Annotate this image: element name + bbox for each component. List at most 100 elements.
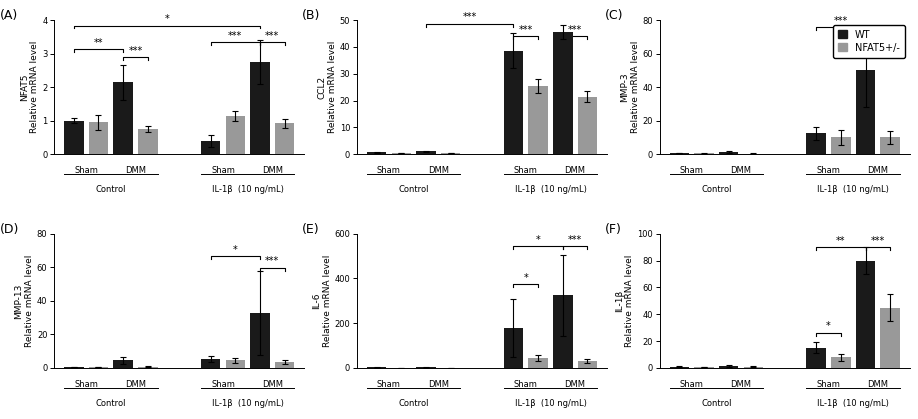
Y-axis label: IL-1β
Relative mRNA level: IL-1β Relative mRNA level [615, 255, 634, 347]
Bar [504, 51, 523, 154]
Bar [694, 367, 713, 368]
Bar [138, 129, 158, 154]
Text: (F): (F) [605, 223, 621, 236]
Text: IL-1β  (10 ng/mL): IL-1β (10 ng/mL) [817, 185, 890, 194]
Bar [856, 70, 875, 154]
Text: Sham: Sham [211, 380, 235, 389]
Bar [251, 62, 270, 154]
Text: ***: *** [871, 26, 885, 36]
Text: ***: *** [871, 235, 885, 246]
Bar [831, 357, 851, 368]
Bar [201, 141, 220, 154]
Text: DMM: DMM [868, 166, 889, 175]
Text: DMM: DMM [262, 166, 283, 175]
Y-axis label: CCL2
Relative mRNA level: CCL2 Relative mRNA level [318, 41, 337, 133]
Text: IL-1β  (10 ng/mL): IL-1β (10 ng/mL) [212, 185, 284, 194]
Text: Sham: Sham [377, 166, 401, 175]
Text: (C): (C) [605, 9, 623, 22]
Text: ***: *** [129, 46, 142, 56]
Bar [553, 32, 573, 154]
Bar [553, 295, 573, 368]
Bar [807, 133, 826, 154]
Text: Control: Control [95, 399, 126, 408]
Text: Control: Control [701, 185, 732, 194]
Text: Sham: Sham [74, 166, 98, 175]
Bar [275, 362, 295, 368]
Bar [577, 96, 598, 154]
Bar [441, 153, 460, 154]
Bar [64, 121, 84, 154]
Bar [669, 153, 689, 154]
Text: DMM: DMM [868, 380, 889, 389]
Text: (A): (A) [0, 9, 17, 22]
Text: Sham: Sham [679, 380, 703, 389]
Bar [669, 367, 689, 368]
Text: Sham: Sham [817, 166, 841, 175]
Y-axis label: NFAT5
Relative mRNA level: NFAT5 Relative mRNA level [20, 41, 39, 133]
Bar [391, 153, 411, 154]
Text: **: ** [836, 235, 845, 246]
Bar [416, 151, 436, 154]
Text: *: * [536, 235, 541, 245]
Text: DMM: DMM [125, 166, 146, 175]
Text: ***: *** [834, 16, 848, 26]
Text: DMM: DMM [731, 380, 752, 389]
Text: IL-1β  (10 ng/mL): IL-1β (10 ng/mL) [514, 185, 587, 194]
Text: DMM: DMM [262, 380, 283, 389]
Text: **: ** [94, 38, 103, 48]
Bar [64, 367, 84, 368]
Y-axis label: MMP-13
Relative mRNA level: MMP-13 Relative mRNA level [15, 255, 34, 347]
Text: *: * [826, 321, 831, 331]
Bar [880, 308, 900, 368]
Text: DMM: DMM [125, 380, 146, 389]
Bar [529, 358, 548, 368]
Text: DMM: DMM [731, 166, 752, 175]
Text: ***: *** [463, 13, 476, 23]
Bar [367, 153, 386, 154]
Bar [226, 116, 245, 154]
Bar [201, 359, 220, 368]
Text: *: * [233, 245, 238, 255]
Text: DMM: DMM [428, 166, 449, 175]
Bar [831, 137, 851, 154]
Bar [251, 313, 270, 368]
Legend: WT, NFAT5+/-: WT, NFAT5+/- [833, 25, 905, 57]
Bar [504, 328, 523, 368]
Text: (D): (D) [0, 223, 18, 236]
Bar [744, 367, 763, 368]
Text: ***: *** [568, 25, 582, 34]
Text: Control: Control [398, 399, 429, 408]
Text: *: * [523, 273, 528, 283]
Text: Sham: Sham [817, 380, 841, 389]
Bar [529, 86, 548, 154]
Y-axis label: MMP-3
Relative mRNA level: MMP-3 Relative mRNA level [621, 41, 640, 133]
Bar [114, 82, 133, 154]
Bar [719, 152, 738, 154]
Bar [577, 361, 598, 368]
Bar [694, 153, 713, 154]
Text: DMM: DMM [428, 380, 449, 389]
Text: IL-1β  (10 ng/mL): IL-1β (10 ng/mL) [817, 399, 890, 408]
Text: ***: *** [265, 31, 279, 41]
Text: Control: Control [95, 185, 126, 194]
Text: *: * [164, 14, 169, 24]
Bar [856, 261, 875, 368]
Text: Sham: Sham [679, 166, 703, 175]
Text: ***: *** [229, 31, 242, 41]
Bar [416, 367, 436, 368]
Text: IL-1β  (10 ng/mL): IL-1β (10 ng/mL) [212, 399, 284, 408]
Bar [226, 360, 245, 368]
Bar [807, 348, 826, 368]
Text: Control: Control [398, 185, 429, 194]
Bar [880, 137, 900, 154]
Text: DMM: DMM [565, 166, 586, 175]
Bar [367, 367, 386, 368]
Text: Sham: Sham [211, 166, 235, 175]
Text: Sham: Sham [74, 380, 98, 389]
Bar [89, 122, 108, 154]
Text: ***: *** [568, 235, 582, 245]
Text: (E): (E) [302, 223, 319, 236]
Text: ***: *** [519, 25, 533, 34]
Text: ***: *** [265, 256, 279, 266]
Bar [719, 366, 738, 368]
